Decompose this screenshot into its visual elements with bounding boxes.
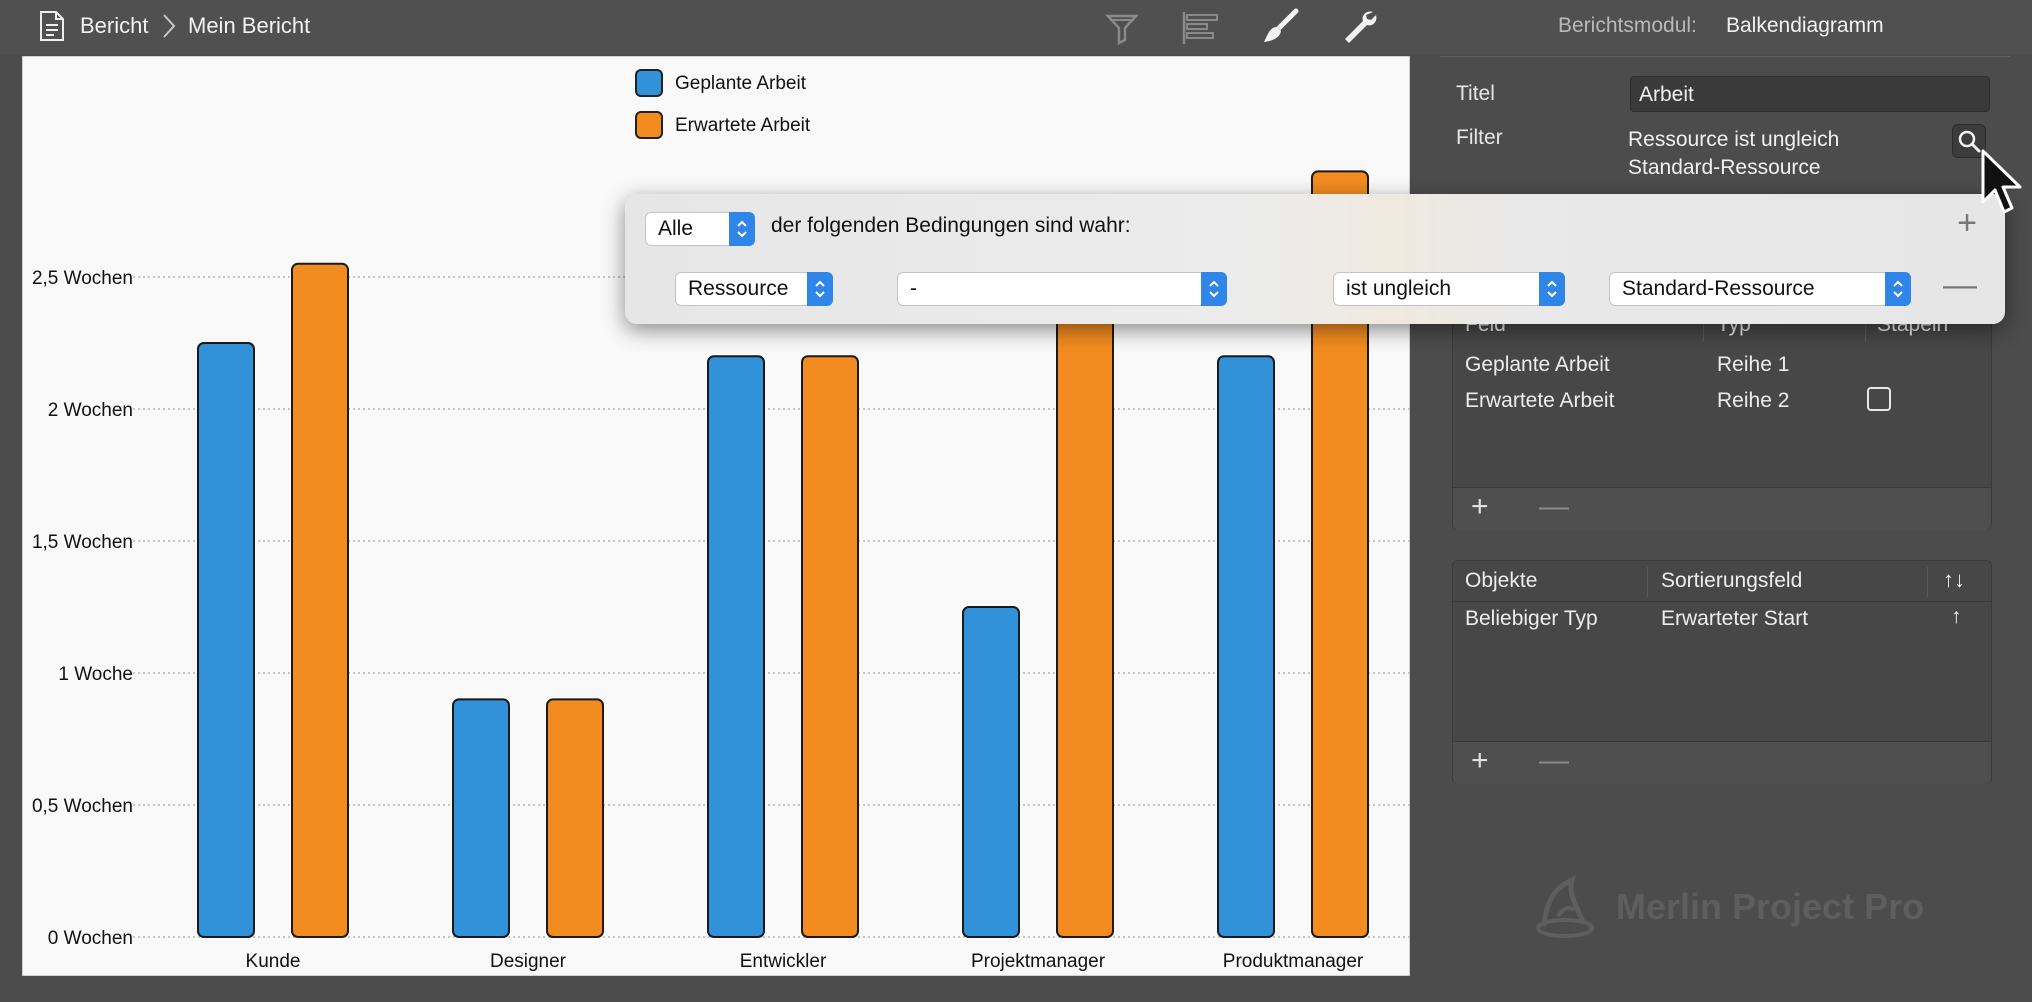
rule-field-value: Ressource (688, 277, 789, 300)
mouse-cursor-icon (1980, 148, 2024, 223)
objects-header-objekte[interactable]: Objekte (1465, 569, 1538, 592)
bar-expected (546, 698, 604, 939)
match-mode-select[interactable]: Alle (645, 212, 755, 246)
search-icon (1958, 130, 1981, 153)
breadcrumb-current[interactable]: Mein Bericht (188, 13, 311, 38)
x-tick-label: Projektmanager (971, 951, 1106, 972)
module-label: Berichtsmodul: (1558, 14, 1697, 37)
title-label: Titel (1456, 82, 1495, 105)
column-divider (1927, 567, 1928, 597)
y-tick-label: 0,5 Wochen (32, 796, 133, 817)
sort-direction-header[interactable]: ↑↓ (1943, 567, 1965, 592)
rule-subfield-select[interactable]: - (897, 272, 1227, 306)
y-tick-label: 0 Wochen (48, 928, 133, 949)
rule-value-select[interactable]: Standard-Ressource (1609, 272, 1911, 306)
bar-chart: 0 Wochen 0,5 Wochen 1 Woche 1,5 Wochen 2 Woc… (32, 170, 1411, 972)
match-mode-value: Alle (658, 217, 694, 240)
y-tick-label: 2 Wochen (48, 400, 133, 421)
fields-row-1-typ[interactable]: Reihe 1 (1717, 353, 1790, 376)
legend-swatch-planned (635, 69, 663, 97)
objects-row-1-sort[interactable]: Erwarteter Start (1661, 607, 1809, 630)
objects-table-footer: + — (1453, 741, 1991, 784)
filter-summary-line1: Ressource ist ungleich (1628, 128, 1840, 151)
column-divider (1703, 311, 1704, 341)
rule-subfield-value: - (910, 277, 917, 300)
divider (1440, 56, 2010, 57)
rule-field-select[interactable]: Ressource (675, 272, 833, 306)
fields-row-2-feld[interactable]: Erwartete Arbeit (1465, 389, 1615, 412)
rule-operator-value: ist ungleich (1346, 277, 1452, 300)
remove-object-button[interactable]: — (1539, 744, 1569, 777)
sort-ascending-icon[interactable]: ↑ (1951, 605, 1962, 628)
bar-expected (291, 262, 349, 939)
add-object-button[interactable]: + (1471, 744, 1489, 777)
y-tick-label: 1,5 Wochen (32, 532, 133, 553)
x-tick-label: Designer (490, 951, 567, 972)
fields-table-footer: + — (1453, 487, 1991, 530)
objects-table: Objekte Sortierungsfeld ↑↓ Beliebiger Ty… (1452, 560, 1992, 784)
brush-icon[interactable] (1260, 8, 1300, 48)
title-input[interactable]: Arbeit (1630, 76, 1990, 112)
remove-condition-button[interactable]: — (1943, 266, 1977, 304)
breadcrumb-chevron-icon (162, 13, 176, 45)
x-tick-label: Produktmanager (1223, 951, 1364, 972)
condition-text: der folgenden Bedingungen sind wahr: (771, 214, 1131, 237)
bar-expected (801, 355, 859, 938)
y-tick-label: 2,5 Wochen (32, 268, 133, 289)
filter-edit-button[interactable] (1952, 124, 1986, 158)
fields-table: Feld Typ Stapeln Geplante Arbeit Reihe 1… (1452, 300, 1992, 530)
y-tick-label: 1 Woche (58, 664, 133, 685)
fields-row-2-typ[interactable]: Reihe 2 (1717, 389, 1790, 412)
breadcrumb-root[interactable]: Bericht (80, 13, 149, 38)
filter-icon[interactable] (1102, 8, 1142, 48)
stepper-icon (1539, 272, 1565, 306)
filter-popover: Alle der folgenden Bedingungen sind wahr… (625, 194, 2005, 324)
filter-summary: Ressource ist ungleich Standard-Ressourc… (1628, 126, 1958, 182)
x-tick-label: Entwickler (740, 951, 827, 972)
legend-label-planned: Geplante Arbeit (675, 73, 806, 94)
remove-field-button[interactable]: — (1539, 490, 1569, 523)
fields-row-1-feld[interactable]: Geplante Arbeit (1465, 353, 1610, 376)
bar-planned (962, 606, 1020, 938)
stepper-icon (729, 212, 755, 246)
stepper-icon (1201, 272, 1227, 306)
bar-planned (197, 342, 255, 938)
bar-planned (452, 698, 510, 939)
header-divider (1453, 601, 1991, 602)
x-tick-label: Kunde (246, 951, 301, 972)
column-divider (1647, 567, 1648, 597)
merlin-logo-icon (1534, 872, 1596, 943)
app-watermark: Merlin Project Pro (1616, 886, 1925, 927)
bar-planned (707, 355, 765, 938)
rule-value-value: Standard-Ressource (1622, 277, 1815, 300)
stepper-icon (807, 272, 833, 306)
bar-planned (1217, 355, 1275, 938)
filter-label: Filter (1456, 126, 1503, 149)
wrench-icon[interactable] (1340, 8, 1380, 48)
module-value: Balkendiagramm (1726, 14, 1884, 37)
stack-checkbox[interactable] (1867, 387, 1891, 411)
add-condition-button[interactable]: + (1957, 204, 1977, 242)
objects-header-sortierungsfeld[interactable]: Sortierungsfeld (1661, 569, 1803, 592)
objects-row-1-objekt[interactable]: Beliebiger Typ (1465, 607, 1598, 630)
bar-expected (1311, 170, 1369, 938)
filter-summary-line2: Standard-Ressource (1628, 156, 1821, 179)
column-divider (1865, 311, 1866, 341)
add-field-button[interactable]: + (1471, 490, 1489, 523)
bar-layout-icon[interactable] (1180, 8, 1220, 48)
legend-swatch-expected (635, 111, 663, 139)
rule-operator-select[interactable]: ist ungleich (1333, 272, 1565, 306)
legend-label-expected: Erwartete Arbeit (675, 115, 811, 136)
document-icon (38, 10, 66, 47)
top-bar (0, 0, 2032, 54)
stepper-icon (1885, 272, 1911, 306)
